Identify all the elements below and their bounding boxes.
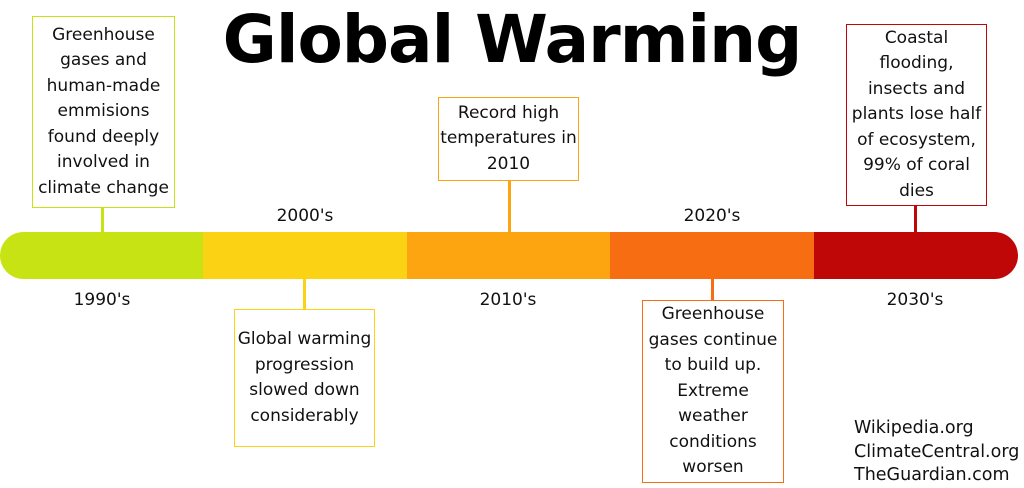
period-label-2020s: 2020's (683, 206, 741, 226)
timeline-segment-2030s (814, 232, 1018, 279)
connector-2030s (914, 205, 917, 233)
sources-list: Wikipedia.org ClimateCentral.org TheGuar… (854, 417, 1019, 488)
event-box-2010s: Record high temperatures in 2010 (438, 97, 579, 181)
connector-2020s (711, 278, 714, 302)
event-box-2020s: Greenhouse gases continue to build up. E… (642, 300, 784, 483)
event-box-2030s: Coastal flooding, insects and plants los… (846, 24, 987, 206)
timeline-segment-1990s (0, 232, 203, 279)
timeline-segment-2000s (203, 232, 407, 279)
event-box-2000s: Global warming progression slowed down c… (234, 309, 375, 447)
connector-2010s (508, 179, 511, 233)
period-label-2000s: 2000's (276, 206, 334, 226)
source-item: TheGuardian.com (854, 465, 1010, 485)
event-text-2000s: Global warming progression slowed down c… (237, 329, 372, 426)
event-text-2010s: Record high temperatures in 2010 (440, 102, 577, 174)
event-text-2020s: Greenhouse gases continue to build up. E… (648, 304, 778, 478)
page-title: Global Warming (222, 1, 803, 78)
timeline-segment-2020s (610, 232, 814, 279)
event-text-2030s: Coastal flooding, insects and plants los… (851, 27, 982, 201)
period-label-1990s: 1990's (73, 290, 131, 310)
period-label-2010s: 2010's (479, 290, 537, 310)
source-item: ClimateCentral.org (854, 441, 1020, 462)
connector-2000s (303, 278, 306, 310)
connector-1990s (101, 207, 104, 233)
source-item: Wikipedia.org (854, 418, 974, 438)
event-text-1990s: Greenhouse gases and human-made emmision… (38, 24, 169, 198)
event-box-1990s: Greenhouse gases and human-made emmision… (32, 16, 175, 208)
period-label-2030s: 2030's (886, 290, 944, 310)
timeline-segment-2010s (407, 232, 610, 279)
